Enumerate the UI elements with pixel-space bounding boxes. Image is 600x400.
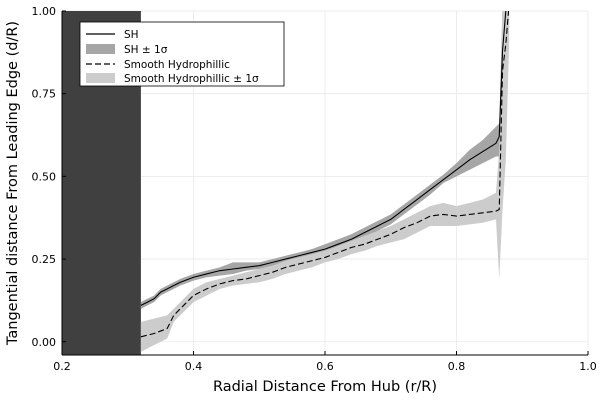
y-tick-label-0: 0.00 xyxy=(32,336,57,349)
band-series-3 xyxy=(140,11,510,352)
x-tick-label-2: 0.6 xyxy=(316,360,334,373)
line-series-0 xyxy=(140,11,507,306)
x-axis-title: Radial Distance From Hub (r/R) xyxy=(213,379,437,395)
line-series-2 xyxy=(140,11,510,338)
grid xyxy=(61,10,589,355)
y-tick-label-2: 0.50 xyxy=(32,170,57,183)
legend-label-sh: SH xyxy=(124,29,139,41)
axes xyxy=(61,10,589,356)
x-tick-label-0: 0.2 xyxy=(53,360,71,373)
y-tick-label-1: 0.25 xyxy=(32,253,57,266)
legend-swatch-sh-band xyxy=(86,44,115,54)
y-axis-title: Tangential distance From Leading Edge (d… xyxy=(5,21,21,346)
legend: SH SH ± 1σ Smooth Hydrophillic Smooth Hy… xyxy=(79,21,285,87)
legend-label-sh-band: SH ± 1σ xyxy=(124,44,168,56)
x-tick-label-3: 0.8 xyxy=(448,360,466,373)
x-tick-label-4: 1.0 xyxy=(579,360,597,373)
y-tick-label-4: 1.00 xyxy=(32,5,57,18)
x-tick-label-1: 0.4 xyxy=(185,360,203,373)
tick-labels: 0.2 0.4 0.6 0.8 1.0 0.00 0.25 0.50 0.75 1.00 xyxy=(32,5,597,373)
legend-label-smooth: Smooth Hydrophillic xyxy=(124,59,230,71)
legend-label-smooth-band: Smooth Hydrophillic ± 1σ xyxy=(124,73,259,85)
lines-layer xyxy=(140,11,510,338)
y-tick-label-3: 0.75 xyxy=(32,88,57,101)
legend-swatch-smooth-band xyxy=(86,73,115,83)
